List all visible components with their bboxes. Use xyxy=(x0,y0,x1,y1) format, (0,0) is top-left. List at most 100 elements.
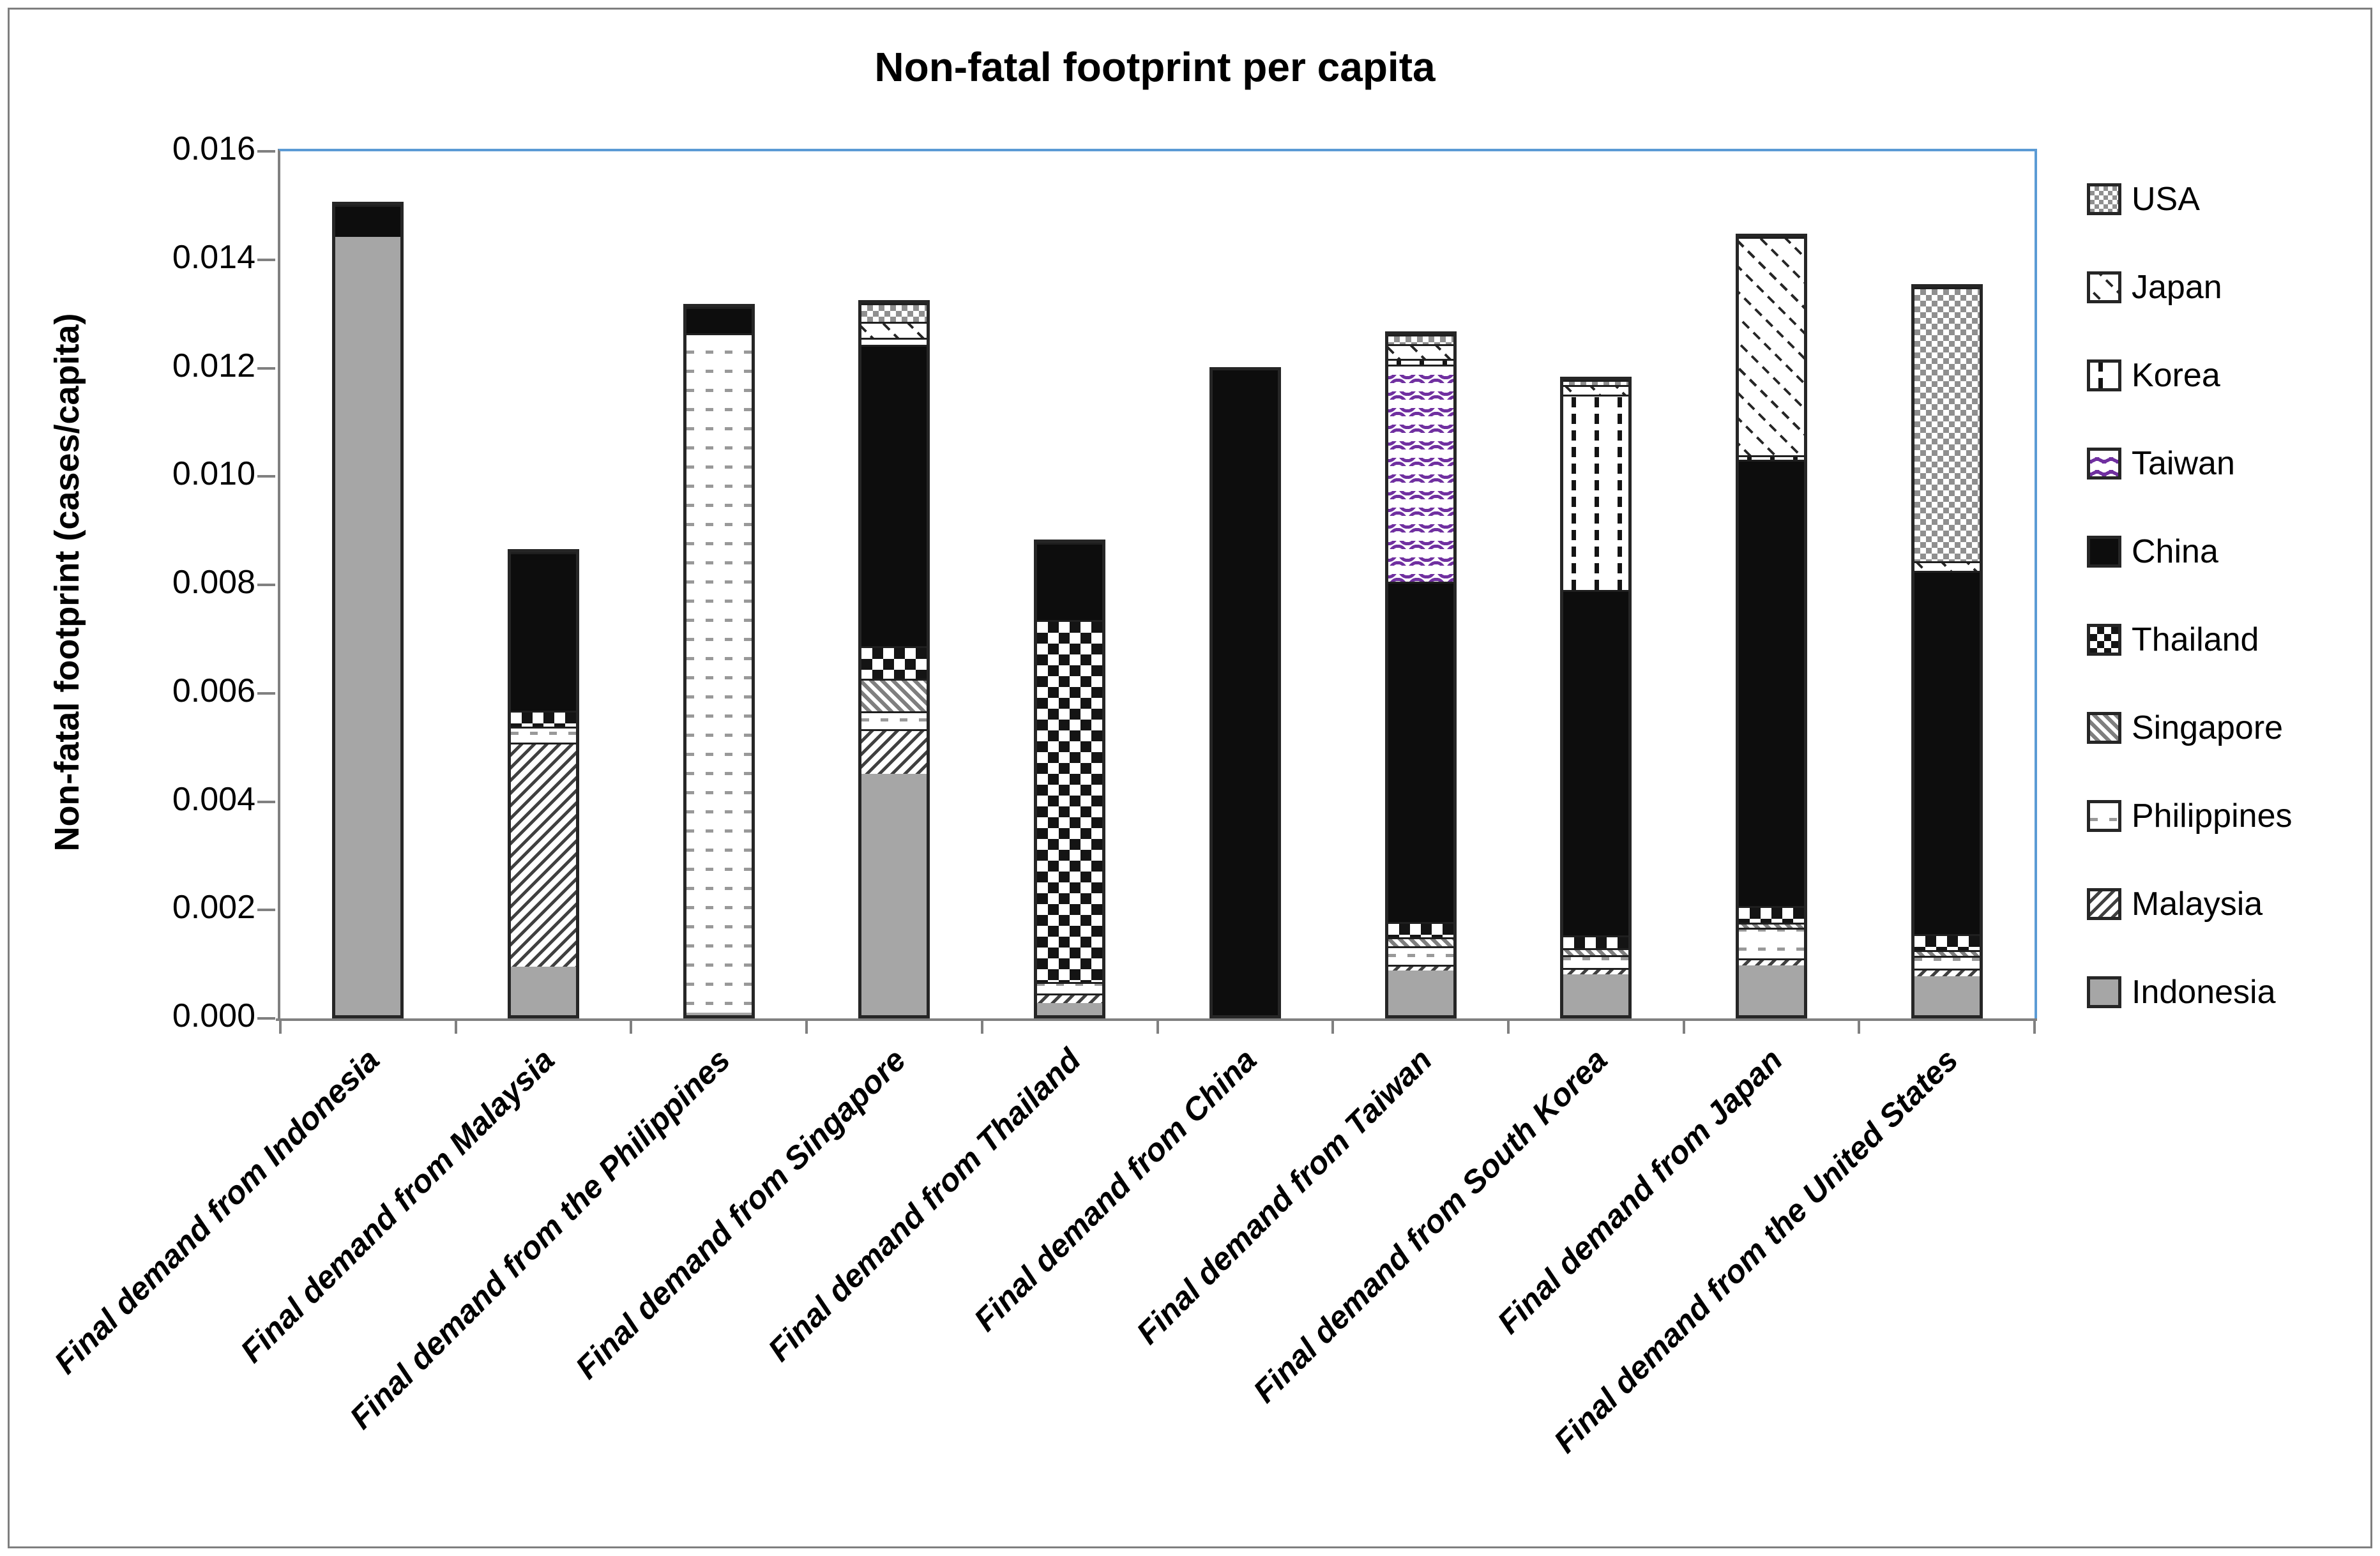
bar-slot xyxy=(1859,151,2035,1018)
bar-segment-china xyxy=(1037,542,1103,620)
bar-segment-china xyxy=(1212,370,1278,1015)
legend-item-japan: Japan xyxy=(2087,268,2293,306)
y-axis-tick-label: 0.014 xyxy=(172,238,255,276)
legend-label: Taiwan xyxy=(2132,445,2235,482)
bar-segment-japan xyxy=(1388,344,1453,359)
bar-segment-china xyxy=(1563,590,1629,936)
bar-segment-thailand xyxy=(1738,905,1804,923)
bar-segment-philippines xyxy=(1738,928,1804,959)
bar-segment-malaysia xyxy=(1738,958,1804,965)
bar-segment-philippines xyxy=(1914,956,1980,969)
legend-label: Singapore xyxy=(2132,709,2284,746)
x-axis-tick xyxy=(1156,1021,1159,1034)
bar-7 xyxy=(1384,331,1457,1018)
bar-slot xyxy=(631,151,807,1018)
legend-item-singapore: Singapore xyxy=(2087,709,2293,747)
bar-segment-indonesia xyxy=(686,1012,752,1015)
bar-segment-china xyxy=(1914,571,1980,935)
y-axis-tick-label: 0.002 xyxy=(172,889,255,926)
legend-item-malaysia: Malaysia xyxy=(2087,885,2293,923)
bar-segment-japan xyxy=(861,321,927,338)
bar-segment-thailand xyxy=(1388,921,1453,938)
legend-label: Malaysia xyxy=(2132,886,2263,923)
bar-slot xyxy=(456,151,632,1018)
bar-segment-indonesia xyxy=(511,966,577,1015)
y-axis-tick-label: 0.000 xyxy=(172,997,255,1034)
legend-label: Philippines xyxy=(2132,797,2293,835)
bar-5 xyxy=(1034,539,1106,1018)
y-axis-tick xyxy=(257,150,275,153)
y-axis-tick-label: 0.008 xyxy=(172,564,255,601)
y-axis-tick-label: 0.012 xyxy=(172,347,255,384)
x-axis-tick xyxy=(454,1021,457,1034)
legend-item-taiwan: Taiwan xyxy=(2087,444,2293,483)
bar-segment-japan xyxy=(1738,236,1804,456)
bar-8 xyxy=(1560,377,1632,1018)
bar-segment-indonesia xyxy=(1738,965,1804,1015)
bar-6 xyxy=(1209,367,1281,1018)
y-axis-tick xyxy=(257,584,275,586)
bar-segment-indonesia xyxy=(861,774,927,1015)
x-axis-tick xyxy=(2033,1021,2036,1034)
bar-segment-korea xyxy=(1563,395,1629,591)
x-axis-tick xyxy=(805,1021,808,1034)
bar-segment-malaysia xyxy=(861,729,927,774)
legend-swatch-thailand-icon xyxy=(2087,624,2121,656)
bar-segment-china xyxy=(1388,582,1453,922)
bar-segment-indonesia xyxy=(1037,1003,1103,1015)
bar-slot xyxy=(1684,151,1860,1018)
legend-swatch-japan-icon xyxy=(2087,271,2121,303)
bars-container xyxy=(280,151,2035,1018)
bar-slot xyxy=(280,151,456,1018)
y-axis-tick xyxy=(257,366,275,370)
legend-swatch-china-icon xyxy=(2087,536,2121,568)
y-axis-tick-labels: 0.000 0.002 0.004 0.006 0.008 0.010 0.012 0.014… xyxy=(96,130,255,1034)
bar-segment-thailand xyxy=(1563,935,1629,949)
bar-segment-usa xyxy=(1914,287,1980,562)
y-axis-title: Non-fatal footprint (cases/capita) xyxy=(48,313,86,852)
bar-segment-thailand xyxy=(1037,619,1103,983)
bar-segment-thailand xyxy=(1914,934,1980,950)
bar-segment-philippines xyxy=(1037,982,1103,993)
bar-segment-philippines xyxy=(861,711,927,730)
x-axis-tick xyxy=(980,1021,983,1034)
bar-segment-taiwan xyxy=(1388,364,1453,582)
legend-item-china: China xyxy=(2087,533,2293,571)
bar-segment-malaysia xyxy=(1388,964,1453,971)
bar-slot xyxy=(807,151,982,1018)
bar-segment-indonesia xyxy=(1563,974,1629,1015)
x-axis-tick xyxy=(1682,1021,1685,1034)
y-axis-tick-label: 0.006 xyxy=(172,672,255,709)
plot-area xyxy=(257,149,2037,1034)
bar-slot xyxy=(1333,151,1508,1018)
legend-label: Korea xyxy=(2132,357,2220,394)
x-axis-tick xyxy=(630,1021,633,1034)
bar-segment-singapore xyxy=(1563,948,1629,955)
legend-swatch-usa-icon xyxy=(2087,183,2121,215)
legend-label: Indonesia xyxy=(2132,974,2276,1011)
legend-label: USA xyxy=(2132,181,2200,218)
y-axis-tick xyxy=(257,1017,275,1020)
bar-segment-usa xyxy=(1563,380,1629,386)
legend-item-indonesia: Indonesia xyxy=(2087,973,2293,1011)
chart-title: Non-fatal footprint per capita xyxy=(874,44,1436,90)
bar-segment-china xyxy=(1738,460,1804,906)
legend-item-korea: Korea xyxy=(2087,356,2293,395)
bar-segment-china xyxy=(335,204,401,238)
bar-segment-indonesia xyxy=(1914,976,1980,1015)
legend-item-usa: USA xyxy=(2087,180,2293,218)
y-axis-tick xyxy=(257,258,275,261)
bar-segment-japan xyxy=(1914,561,1980,571)
legend-swatch-korea-icon xyxy=(2087,359,2121,391)
y-axis-tick xyxy=(257,475,275,478)
bar-segment-taiwan xyxy=(861,337,927,345)
bar-segment-korea xyxy=(1388,359,1453,365)
bar-segment-malaysia xyxy=(1563,967,1629,974)
bar-4 xyxy=(858,299,930,1018)
bar-segment-philippines xyxy=(1563,955,1629,968)
y-axis-tick xyxy=(257,691,275,695)
bar-segment-philippines xyxy=(511,726,577,743)
bar-segment-indonesia xyxy=(1388,971,1453,1015)
bar-segment-korea xyxy=(1738,455,1804,460)
legend-label: China xyxy=(2132,533,2218,570)
